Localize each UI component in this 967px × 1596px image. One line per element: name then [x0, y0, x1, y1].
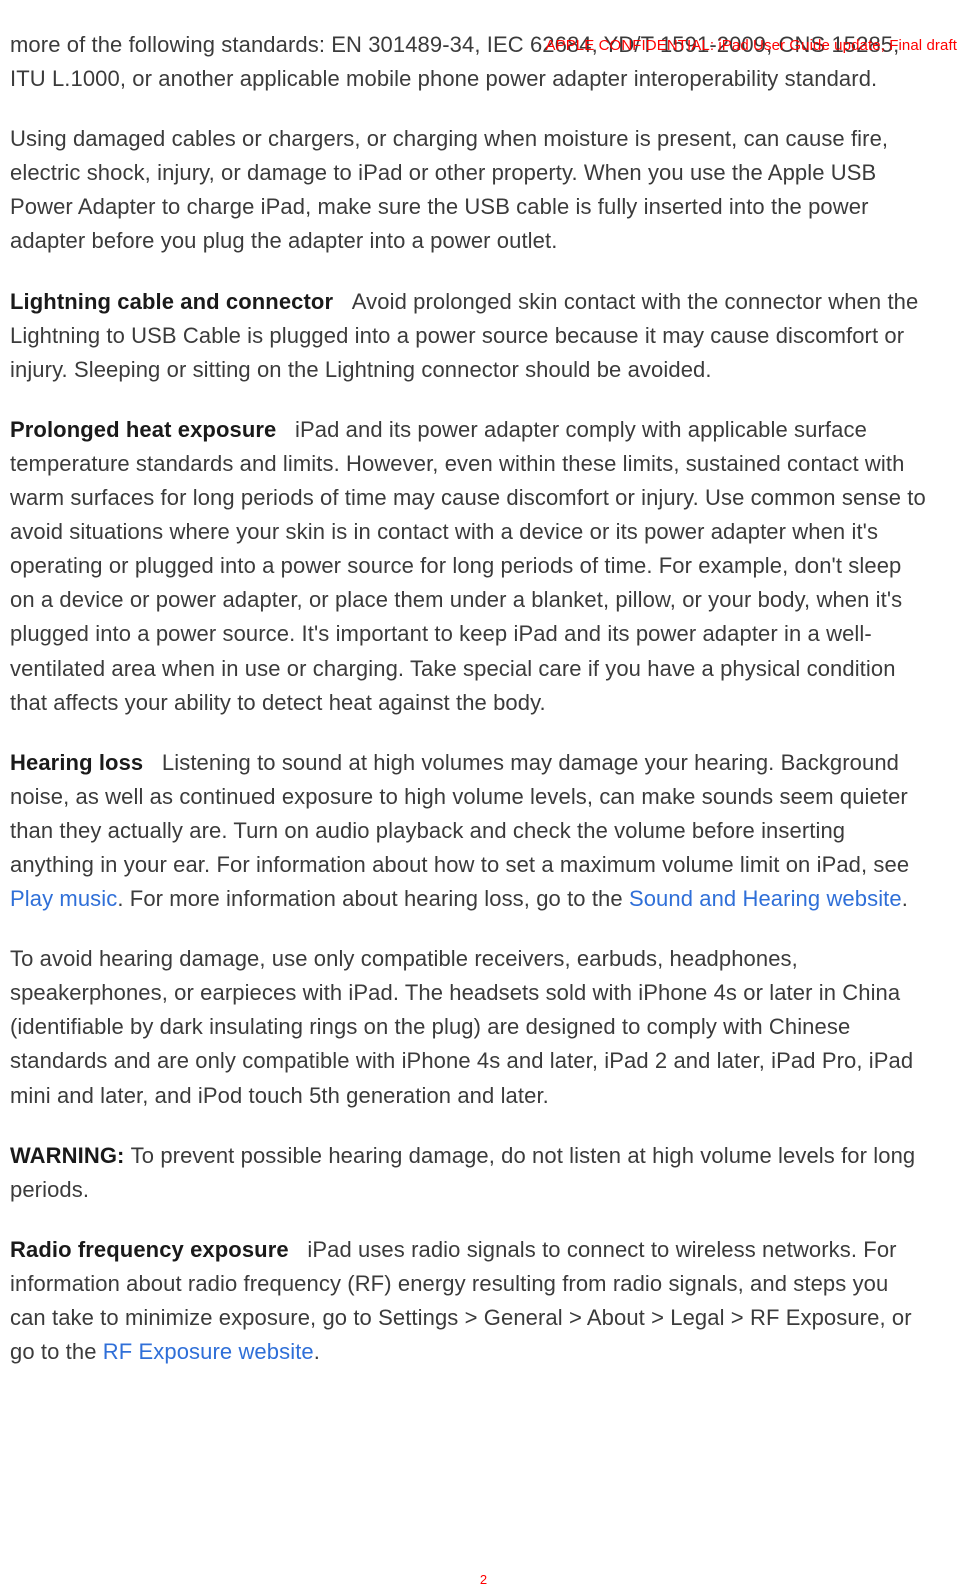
lead-rf: Radio frequency exposure — [10, 1237, 289, 1262]
text-heat: iPad and its power adapter comply with a… — [10, 417, 926, 715]
text-hearing-pre: Listening to sound at high volumes may d… — [10, 750, 909, 877]
lead-hearing: Hearing loss — [10, 750, 143, 775]
document-page: APPLE CONFIDENTIAL: iPad User Guide upda… — [0, 28, 967, 1596]
link-play-music[interactable]: Play music — [10, 886, 117, 911]
paragraph-lightning: Lightning cable and connector Avoid prol… — [10, 285, 927, 387]
paragraph-rf: Radio frequency exposure iPad uses radio… — [10, 1233, 927, 1369]
paragraph-hearing-compat: To avoid hearing damage, use only compat… — [10, 942, 927, 1112]
paragraph-warning: WARNING: To prevent possible hearing dam… — [10, 1139, 927, 1207]
link-sound-hearing[interactable]: Sound and Hearing website — [629, 886, 902, 911]
paragraph-hearing: Hearing loss Listening to sound at high … — [10, 746, 927, 916]
text-hearing-post: . — [902, 886, 908, 911]
lead-heat: Prolonged heat exposure — [10, 417, 276, 442]
link-rf-exposure[interactable]: RF Exposure website — [103, 1339, 314, 1364]
text-rf-post: . — [314, 1339, 320, 1364]
lead-lightning: Lightning cable and connector — [10, 289, 333, 314]
paragraph-heat: Prolonged heat exposure iPad and its pow… — [10, 413, 927, 720]
paragraph-damaged-cables: Using damaged cables or chargers, or cha… — [10, 122, 927, 258]
text-hearing-mid: . For more information about hearing los… — [117, 886, 629, 911]
confidential-header: APPLE CONFIDENTIAL: iPad User Guide upda… — [545, 34, 957, 57]
page-number: 2 — [480, 1570, 487, 1590]
text-warning: To prevent possible hearing damage, do n… — [10, 1143, 915, 1202]
lead-warning: WARNING: — [10, 1143, 131, 1168]
